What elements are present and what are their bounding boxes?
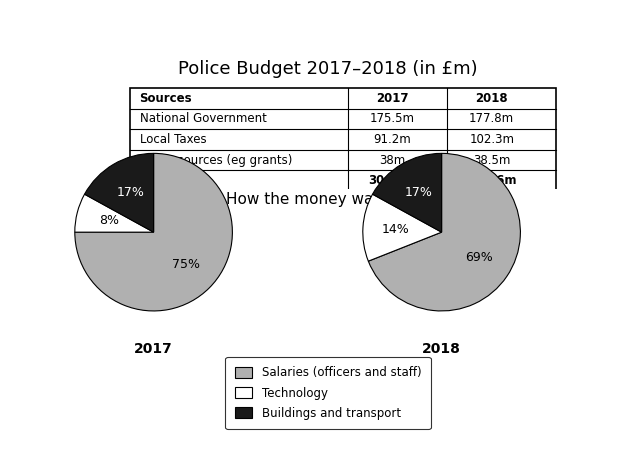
Text: Total: Total bbox=[140, 174, 172, 187]
Text: National Government: National Government bbox=[140, 113, 266, 125]
Text: How the money was spent: How the money was spent bbox=[227, 191, 429, 206]
Legend: Salaries (officers and staff), Technology, Buildings and transport: Salaries (officers and staff), Technolog… bbox=[225, 357, 431, 429]
Text: 177.8m: 177.8m bbox=[469, 113, 515, 125]
Text: 69%: 69% bbox=[465, 251, 493, 265]
Text: Local Taxes: Local Taxes bbox=[140, 133, 206, 146]
Text: 2018: 2018 bbox=[476, 92, 508, 105]
Text: 318.6m: 318.6m bbox=[467, 174, 516, 187]
Wedge shape bbox=[363, 194, 442, 261]
Wedge shape bbox=[369, 153, 520, 311]
Text: 38.5m: 38.5m bbox=[473, 153, 510, 166]
Text: Police Budget 2017–2018 (in £m): Police Budget 2017–2018 (in £m) bbox=[178, 60, 478, 78]
Wedge shape bbox=[75, 194, 154, 232]
Wedge shape bbox=[372, 153, 442, 232]
Text: 2017: 2017 bbox=[376, 92, 409, 105]
Wedge shape bbox=[75, 153, 232, 311]
Text: 8%: 8% bbox=[99, 214, 119, 227]
Text: 175.5m: 175.5m bbox=[370, 113, 415, 125]
Text: Sources: Sources bbox=[140, 92, 192, 105]
Text: 17%: 17% bbox=[116, 186, 144, 199]
Text: Other sources (eg grants): Other sources (eg grants) bbox=[140, 153, 292, 166]
Text: 38m: 38m bbox=[380, 153, 406, 166]
Text: 2018: 2018 bbox=[422, 342, 461, 356]
Text: 91.2m: 91.2m bbox=[374, 133, 412, 146]
Text: 17%: 17% bbox=[404, 186, 432, 199]
Text: 14%: 14% bbox=[382, 223, 410, 236]
Bar bbox=[129, 88, 556, 191]
Text: 102.3m: 102.3m bbox=[469, 133, 514, 146]
Text: 304.7m: 304.7m bbox=[368, 174, 417, 187]
Text: 75%: 75% bbox=[172, 258, 200, 271]
Wedge shape bbox=[84, 153, 154, 232]
Text: 2017: 2017 bbox=[134, 342, 173, 356]
